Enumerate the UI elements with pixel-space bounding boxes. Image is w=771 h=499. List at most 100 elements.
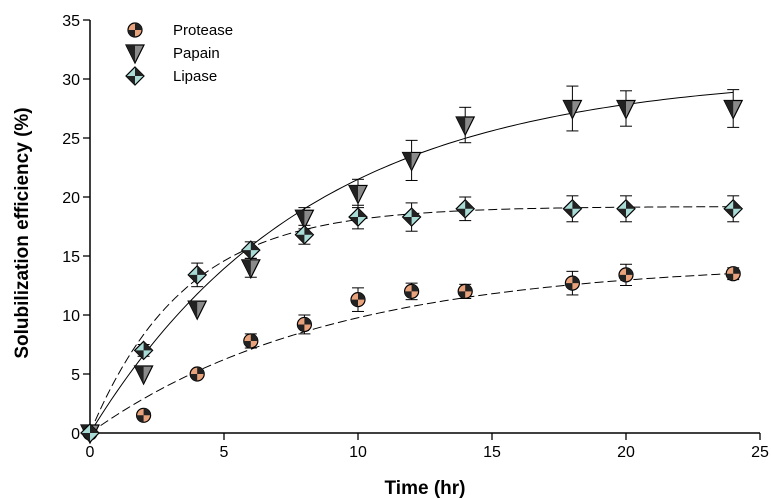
marker-shade (250, 333, 258, 341)
marker-shade (465, 199, 475, 209)
data-point-lipase (240, 240, 261, 260)
marker-shade (733, 266, 741, 274)
marker-shade (143, 408, 151, 416)
marker-shade (135, 23, 142, 30)
marker-shade (143, 341, 153, 351)
x-tick-label: 5 (220, 444, 229, 461)
marker-shade (297, 324, 305, 332)
x-tick-label: 10 (349, 444, 367, 461)
marker-shade (304, 317, 312, 325)
marker-shade (126, 76, 135, 85)
marker-shade (619, 274, 626, 282)
y-tick-label: 0 (71, 426, 80, 443)
data-point-lipase (562, 198, 583, 219)
marker-shade (626, 267, 633, 275)
legend-marker-protease (127, 22, 143, 38)
data-point-papain (348, 184, 368, 205)
data-point-lipase (455, 198, 476, 219)
axes: 0 5 10 15 20 25 0 5 10 15 20 25 30 35 (62, 13, 769, 461)
data-point-protease (457, 283, 473, 299)
x-tick-label: 0 (86, 444, 95, 461)
data-point-lipase (294, 224, 315, 245)
y-tick-label: 5 (71, 367, 80, 384)
marker-shade (411, 208, 421, 218)
marker-shade (572, 199, 582, 209)
legend-label-papain: Papain (173, 45, 220, 62)
error-bars (137, 85, 740, 357)
y-tick-label: 35 (62, 13, 80, 30)
data-point-lipase (401, 207, 422, 227)
marker-shade (724, 208, 734, 218)
marker-shade (135, 67, 144, 76)
x-tick-label: 25 (751, 444, 769, 461)
data-point-lipase (348, 207, 368, 227)
marker-shade (126, 45, 135, 63)
marker-shade (411, 284, 419, 292)
marker-shade (404, 291, 412, 299)
marker-shade (456, 208, 466, 218)
data-point-papain (455, 116, 476, 137)
marker-shade (626, 199, 635, 209)
marker-shade (572, 276, 580, 284)
data-point-protease (564, 275, 581, 291)
marker-shade (295, 234, 305, 244)
data-point-lipase (80, 423, 100, 443)
legend-marker-papain (125, 44, 145, 65)
marker-shade (724, 100, 734, 119)
data-point-protease (189, 366, 205, 382)
data-point-papain (616, 99, 636, 120)
marker-shade (358, 292, 365, 300)
data-point-lipase (616, 198, 636, 219)
y-tick-label: 30 (62, 72, 80, 89)
y-tick-label: 25 (62, 131, 80, 148)
marker-shade (565, 283, 573, 291)
data-point-protease (296, 316, 312, 333)
marker-shade (188, 301, 198, 320)
x-tick-label: 20 (617, 444, 635, 461)
data-point-protease (243, 333, 259, 349)
data-point-protease (350, 292, 366, 308)
legend-label-lipase: Lipase (173, 68, 217, 85)
marker-shade (128, 30, 135, 37)
data-point-lipase (723, 198, 744, 219)
marker-shade (190, 374, 198, 381)
data-points (80, 99, 744, 445)
fit-curve-lipase (89, 206, 734, 434)
legend-label-protease: Protease (173, 22, 233, 39)
data-point-papain (187, 300, 208, 321)
marker-shade (465, 284, 473, 292)
marker-shade (250, 241, 260, 251)
marker-shade (402, 152, 412, 171)
marker-shade (402, 217, 412, 227)
marker-shade (563, 100, 573, 119)
data-point-papain (240, 259, 261, 280)
marker-shade (188, 274, 198, 284)
y-axis-title: Solubilization efficiency (%) (12, 107, 33, 358)
data-point-protease (725, 266, 741, 282)
data-point-papain (562, 99, 583, 120)
data-point-protease (136, 407, 152, 423)
marker-shade (136, 415, 144, 423)
data-point-papain (401, 151, 422, 172)
marker-shade (617, 100, 626, 119)
marker-shade (351, 299, 358, 307)
marker-shade (134, 366, 144, 384)
marker-shade (241, 259, 251, 278)
marker-shade (295, 210, 305, 229)
marker-shade (617, 208, 626, 218)
marker-shade (241, 250, 251, 260)
marker-shade (349, 217, 358, 227)
marker-shade (349, 185, 358, 204)
data-point-papain (723, 99, 744, 120)
x-axis-title: Time (hr) (385, 478, 466, 499)
marker-shade (458, 291, 466, 299)
y-tick-label: 15 (62, 249, 80, 266)
legend-marker-lipase (125, 66, 145, 86)
data-point-papain (133, 365, 154, 386)
marker-shade (81, 433, 90, 442)
marker-shade (243, 340, 251, 348)
marker-shade (304, 225, 314, 235)
legend: Protease Papain Lipase (125, 22, 233, 86)
